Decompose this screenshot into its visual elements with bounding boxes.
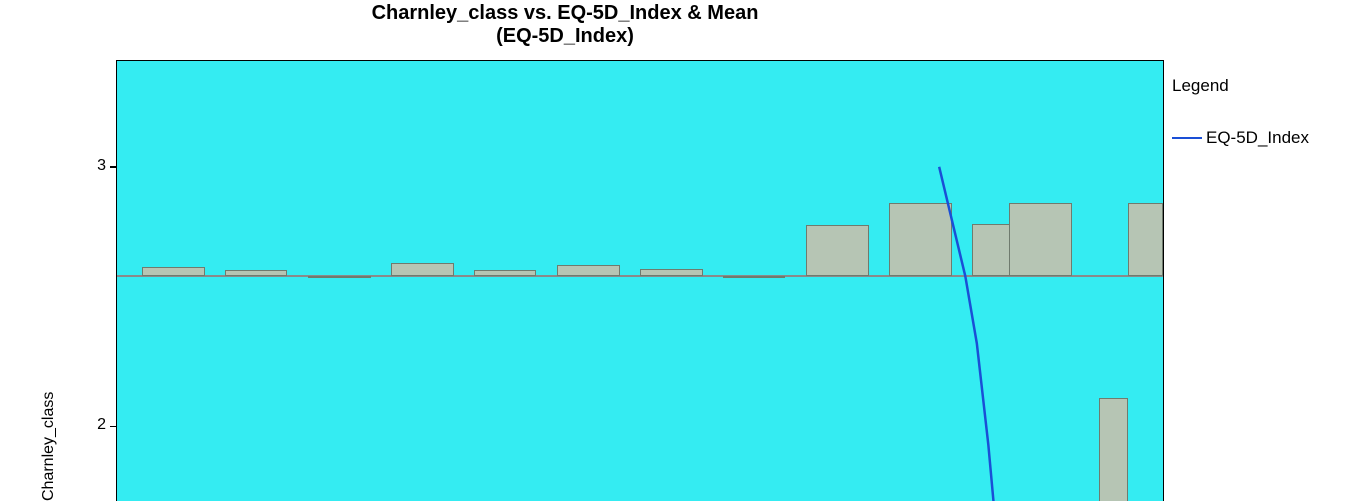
y-axis-title: Charnley_class (40, 392, 58, 501)
y-tick-label: 2 (97, 416, 106, 434)
line-eq5d-index (939, 167, 993, 501)
legend-item-eq5d: EQ-5D_Index (1172, 128, 1309, 148)
line-series (117, 61, 1163, 501)
legend-title: Legend (1172, 76, 1229, 96)
chart-title-line1: Charnley_class vs. EQ-5D_Index & Mean (372, 2, 759, 24)
y-tick-label: 3 (97, 157, 106, 175)
plot-area (116, 60, 1164, 501)
legend-line-icon (1172, 137, 1202, 139)
chart-container: Charnley_class vs. EQ-5D_Index & Mean (E… (0, 0, 1370, 501)
chart-title-line2: (EQ-5D_Index) (496, 25, 634, 47)
chart-title: Charnley_class vs. EQ-5D_Index & Mean (E… (0, 2, 1130, 48)
legend-item-label: EQ-5D_Index (1206, 128, 1309, 148)
